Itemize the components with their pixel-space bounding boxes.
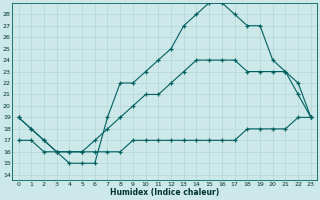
X-axis label: Humidex (Indice chaleur): Humidex (Indice chaleur) — [110, 188, 219, 197]
